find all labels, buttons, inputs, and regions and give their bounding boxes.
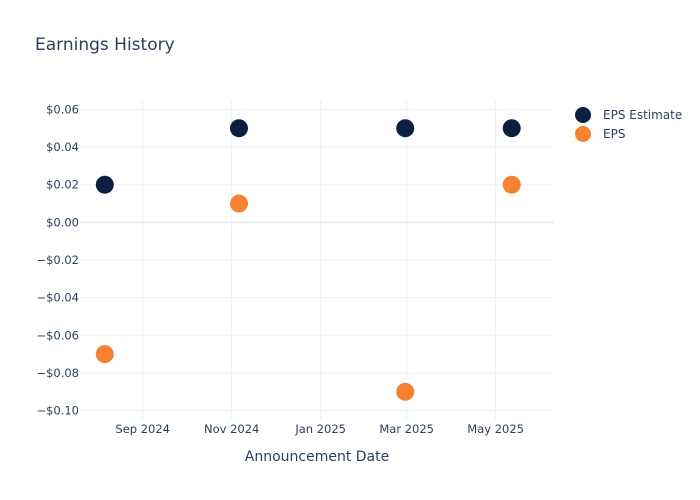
grid [80, 100, 554, 420]
legend-marker [575, 107, 591, 123]
eps-point[interactable] [95, 345, 114, 364]
legend-label: EPS Estimate [603, 108, 682, 122]
legend-label: EPS [603, 127, 625, 141]
eps-estimate-point[interactable] [229, 119, 248, 138]
eps-point[interactable] [502, 175, 521, 194]
eps-point[interactable] [229, 194, 248, 213]
eps-estimate-point[interactable] [95, 175, 114, 194]
data-points [95, 119, 521, 401]
y-tick-label: −$0.02 [36, 253, 79, 267]
y-tick-label: −$0.08 [36, 366, 79, 380]
x-axis-ticks: Sep 2024 Nov 2024 Jan 2025 Mar 2025 May 2025 [115, 422, 524, 436]
x-tick-label: Jan 2025 [294, 422, 346, 436]
y-tick-label: −$0.10 [36, 404, 79, 418]
y-tick-label: −$0.06 [36, 328, 79, 342]
y-tick-label: −$0.04 [36, 291, 79, 305]
x-tick-label: Nov 2024 [204, 422, 259, 436]
y-tick-label: $0.04 [46, 140, 79, 154]
legend[interactable]: EPS Estimate EPS [575, 107, 682, 142]
legend-item-eps[interactable]: EPS [575, 126, 625, 142]
y-tick-label: $0.06 [46, 102, 79, 116]
x-tick-label: Sep 2024 [115, 422, 170, 436]
x-tick-label: Mar 2025 [379, 422, 434, 436]
legend-marker [575, 126, 591, 142]
y-axis-ticks: $0.06 $0.04 $0.02 $0.00 −$0.02 −$0.04 −$0.06 −$… [36, 102, 79, 417]
chart-title: Earnings History [35, 35, 175, 55]
y-tick-label: $0.00 [46, 215, 79, 229]
y-tick-label: $0.02 [46, 178, 79, 192]
legend-item-eps-estimate[interactable]: EPS Estimate [575, 107, 682, 123]
x-axis-title: Announcement Date [245, 449, 389, 465]
eps-estimate-point[interactable] [396, 119, 415, 138]
eps-estimate-point[interactable] [502, 119, 521, 138]
x-tick-label: May 2025 [467, 422, 524, 436]
eps-point[interactable] [396, 382, 415, 401]
